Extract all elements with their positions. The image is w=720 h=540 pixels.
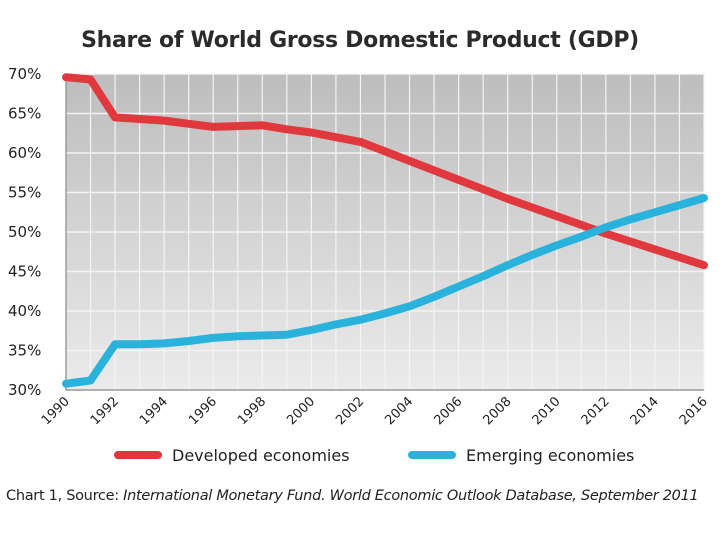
x-tick-label: 1994 [137, 394, 171, 428]
y-tick-label: 40% [8, 302, 41, 320]
y-tick-label: 30% [8, 381, 41, 399]
y-tick-label: 60% [8, 144, 41, 162]
y-tick-label: 45% [8, 263, 41, 281]
x-tick-label: 2014 [628, 394, 662, 428]
x-tick-label: 2012 [579, 394, 613, 428]
caption-source: International Monetary Fund. World Econo… [123, 488, 699, 504]
x-tick-label: 2004 [382, 394, 416, 428]
x-tick-label: 1990 [39, 394, 73, 428]
chart-caption: Chart 1, Source: International Monetary … [6, 488, 718, 504]
y-tick-label: 55% [8, 184, 41, 202]
y-tick-label: 70% [8, 65, 41, 83]
x-axis-ticks: 1990 1992 1994 1996 1998 2000 2002 2004 2006 2008… [39, 394, 711, 428]
x-tick-label: 1996 [186, 394, 220, 428]
y-tick-label: 50% [8, 223, 41, 241]
x-tick-label: 1998 [235, 394, 269, 428]
x-tick-label: 2016 [677, 394, 711, 428]
legend-label-emerging: Emerging economies [466, 446, 634, 465]
x-tick-label: 1992 [88, 394, 122, 428]
x-tick-label: 2010 [530, 394, 564, 428]
y-tick-label: 65% [8, 105, 41, 123]
x-tick-label: 2006 [431, 394, 465, 428]
x-tick-label: 2008 [481, 394, 515, 428]
y-tick-label: 35% [8, 342, 41, 360]
x-tick-label: 2000 [284, 394, 318, 428]
caption-prefix: Chart 1, Source: [6, 488, 124, 504]
legend: Developed economies Emerging economies [114, 446, 634, 465]
y-axis-ticks: 30% 35% 40% 45% 50% 55% 60% 65% 70% [8, 65, 41, 399]
chart-title: Share of World Gross Domestic Product (G… [81, 28, 639, 53]
series-lines [62, 73, 708, 388]
x-tick-label: 2002 [333, 394, 367, 428]
legend-label-developed: Developed economies [172, 446, 350, 465]
